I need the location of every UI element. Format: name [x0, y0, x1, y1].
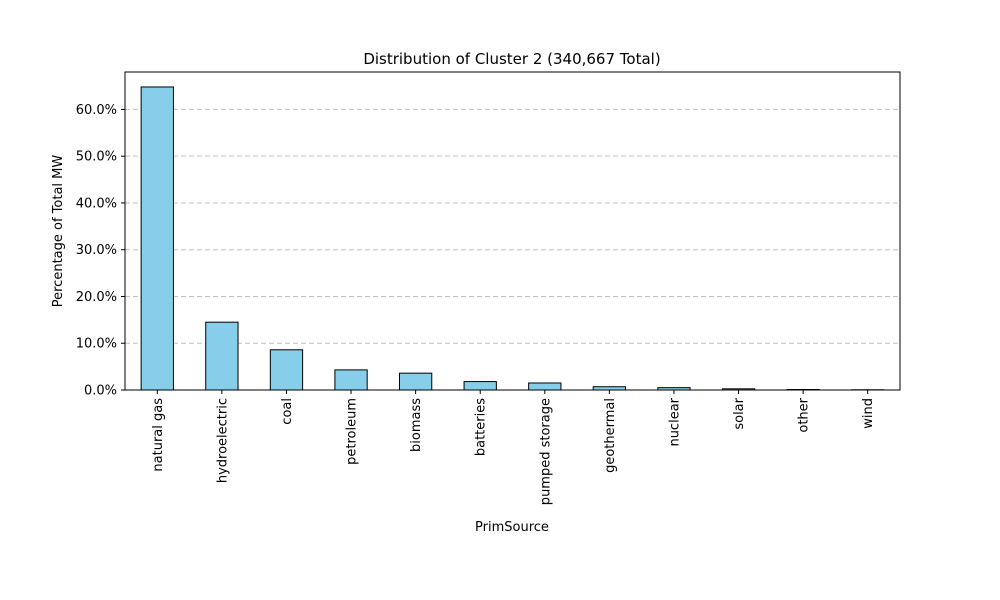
bar-coal [269, 349, 304, 391]
bars [140, 86, 885, 391]
y-tick-label: 50.0% [76, 150, 117, 165]
x-tick-label: petroleum [345, 398, 360, 465]
x-tick-label: nuclear [667, 397, 682, 446]
chart-title: Distribution of Cluster 2 (340,667 Total… [363, 50, 660, 68]
plot-frame [124, 71, 901, 391]
x-tick-label: coal [280, 398, 295, 425]
x-tick-label: biomass [409, 398, 424, 452]
x-tick-label: wind [861, 398, 876, 429]
y-tick-label: 10.0% [76, 337, 117, 352]
x-tick-label: pumped storage [538, 398, 553, 505]
x-tick-label: geothermal [603, 398, 618, 473]
y-tick-label: 30.0% [76, 243, 117, 258]
grid-lines [125, 108, 900, 344]
bar-hydroelectric [205, 321, 239, 391]
x-tick-label: hydroelectric [215, 398, 230, 483]
bar-pumped-storage [528, 382, 562, 391]
x-tick-label: solar [732, 397, 747, 429]
x-axis-title: PrimSource [475, 520, 549, 535]
bar-petroleum [334, 369, 368, 391]
bar-batteries [463, 381, 497, 391]
y-axis: 0.0% 10.0% 20.0% 30.0% 40.0% 50.0% 60.0% [76, 103, 125, 399]
y-axis-title: Percentage of Total MW [51, 155, 66, 308]
y-tick-label: 60.0% [76, 103, 117, 118]
y-tick-label: 20.0% [76, 290, 117, 305]
x-tick-label: natural gas [151, 398, 166, 472]
bar-biomass [398, 372, 433, 391]
x-tick-label: other [797, 397, 812, 432]
bar-natural-gas [140, 86, 174, 391]
y-tick-label: 40.0% [76, 196, 117, 211]
x-axis: natural gas hydroelectric coal petroleum bio… [151, 390, 876, 505]
y-tick-label: 0.0% [84, 384, 117, 399]
x-tick-label: batteries [474, 398, 489, 456]
